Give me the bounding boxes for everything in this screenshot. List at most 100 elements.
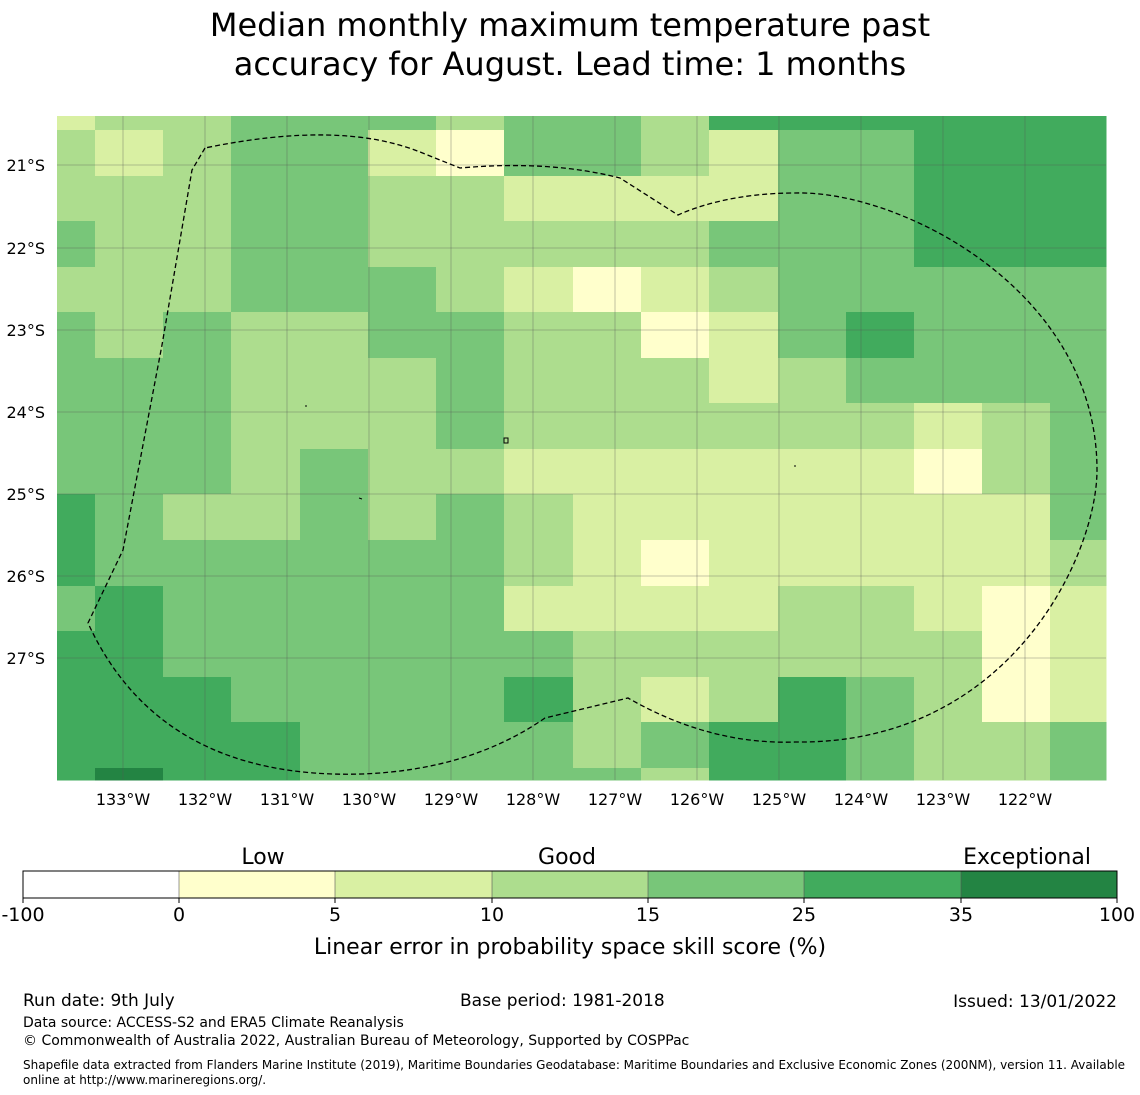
grid-cell	[300, 403, 369, 450]
grid-cell	[982, 130, 1051, 177]
grid-cell	[368, 312, 437, 359]
grid-cell	[368, 221, 437, 268]
latitude-labels: 21°S 22°S 23°S 24°S 25°S 26°S 27°S	[6, 156, 45, 668]
grid-cell	[1050, 722, 1107, 769]
grid-cell	[368, 768, 437, 781]
grid-cell	[1050, 267, 1107, 313]
grid-cell	[95, 586, 164, 632]
grid-cell	[573, 358, 642, 404]
grid-cell	[641, 116, 710, 131]
grid-cell	[778, 116, 847, 131]
grid-cell	[231, 631, 301, 678]
grid-cell	[504, 677, 574, 723]
graticule	[57, 116, 1106, 780]
grid-cell	[1050, 130, 1107, 177]
grid-cell	[641, 586, 710, 632]
grid-cell	[95, 116, 164, 131]
grid-cell	[914, 130, 983, 177]
grid-cell	[709, 540, 779, 587]
grid-cell	[368, 267, 437, 313]
grid-cell	[709, 267, 779, 313]
latitude-label: 27°S	[6, 649, 45, 668]
grid-cell	[641, 221, 710, 268]
grid-cell	[163, 176, 232, 222]
colorbar-axis-label: Linear error in probability space skill …	[314, 935, 826, 960]
grid-cell	[846, 176, 915, 222]
grid-cell	[57, 358, 96, 404]
grid-cell	[57, 631, 96, 678]
grid-cell	[982, 358, 1051, 404]
grid-cell	[982, 722, 1051, 769]
grid-cell	[709, 176, 779, 222]
grid-cell	[95, 130, 164, 177]
grid-cell	[914, 116, 983, 131]
grid-cell	[436, 358, 505, 404]
grid-cell	[709, 722, 779, 769]
grid-cell	[778, 631, 847, 678]
grid-cell	[95, 267, 164, 313]
grid-cell	[709, 130, 779, 177]
grid-cell	[709, 116, 779, 131]
grid-cell	[778, 768, 847, 781]
grid-cell	[300, 631, 369, 678]
skill-grid	[57, 116, 1107, 781]
longitude-label: 125°W	[752, 790, 807, 809]
grid-cell	[368, 130, 437, 177]
grid-cell	[982, 540, 1051, 587]
colorbar-segments	[23, 871, 1117, 898]
grid-cell	[778, 312, 847, 359]
grid-cell	[846, 768, 915, 781]
grid-cell	[57, 312, 96, 359]
grid-cell	[368, 449, 437, 495]
grid-cell	[504, 631, 574, 678]
grid-cell	[778, 677, 847, 723]
grid-cell	[982, 768, 1051, 781]
grid-cell	[163, 358, 232, 404]
grid-cell	[573, 449, 642, 495]
grid-cell	[914, 631, 983, 678]
grid-cell	[57, 540, 96, 587]
grid-cell	[914, 722, 983, 769]
grid-cell	[300, 221, 369, 268]
grid-cell	[231, 312, 301, 359]
grid-cell	[300, 722, 369, 769]
colorbar-segment	[23, 871, 179, 898]
grid-cell	[982, 403, 1051, 450]
grid-cell	[914, 176, 983, 222]
grid-cell	[368, 403, 437, 450]
grid-cell	[846, 540, 915, 587]
grid-cell	[1050, 312, 1107, 359]
grid-cell	[504, 722, 574, 769]
grid-cell	[846, 677, 915, 723]
grid-cell	[573, 176, 642, 222]
data-source: Data source: ACCESS-S2 and ERA5 Climate …	[23, 1015, 404, 1031]
grid-cell	[846, 449, 915, 495]
grid-cell	[982, 449, 1051, 495]
grid-cell	[163, 631, 232, 678]
colorbar: Low Good Exceptional -100 0 5 10 15 25 35 100 L…	[1, 845, 1135, 960]
grid-cell	[778, 494, 847, 541]
grid-cell	[641, 768, 710, 781]
grid-cell	[641, 403, 710, 450]
grid-cell	[573, 722, 642, 769]
grid-cell	[504, 176, 574, 222]
grid-cell	[504, 540, 574, 587]
grid-cell	[709, 768, 779, 781]
grid-cell	[1050, 403, 1107, 450]
grid-cell	[231, 677, 301, 723]
grid-cell	[573, 677, 642, 723]
grid-cell	[504, 403, 574, 450]
grid-cell	[573, 221, 642, 268]
grid-cell	[231, 722, 301, 769]
grid-cell	[641, 449, 710, 495]
longitude-label: 132°W	[178, 790, 233, 809]
grid-cell	[504, 358, 574, 404]
grid-cell	[709, 586, 779, 632]
colorbar-tick-label: 15	[636, 904, 660, 926]
grid-cell	[846, 116, 915, 131]
grid-cell	[368, 176, 437, 222]
grid-cell	[846, 312, 915, 359]
grid-cell	[914, 221, 983, 268]
grid-cell	[163, 722, 232, 769]
